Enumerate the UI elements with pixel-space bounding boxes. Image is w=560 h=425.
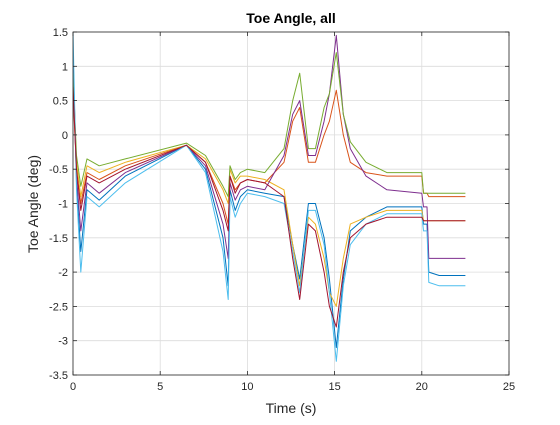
x-axis-label: Time (s) xyxy=(266,400,317,416)
x-tick-label: 0 xyxy=(70,381,76,393)
axis-ticks xyxy=(72,31,510,376)
x-tick-label: 20 xyxy=(416,381,428,393)
tick-labels: 0 5 10 15 20 25 -3.5 -3 -2.5 -2 -1.5 -1 -0.5 0 0.5 1 1.5 xyxy=(49,27,515,393)
y-axis-label: Toe Angle (deg) xyxy=(25,155,41,253)
y-tick-label: -0.5 xyxy=(49,164,68,176)
x-tick-label: 15 xyxy=(328,381,340,393)
y-tick-label: -3.5 xyxy=(49,370,68,382)
y-tick-label: 1.5 xyxy=(53,27,68,39)
y-tick-label: -2 xyxy=(58,267,68,279)
y-tick-label: -3 xyxy=(58,336,68,348)
series-line-4 xyxy=(73,34,466,259)
x-tick-label: 10 xyxy=(241,381,253,393)
y-tick-label: 1 xyxy=(62,61,68,73)
series-line-7 xyxy=(73,86,466,328)
y-tick-label: -1 xyxy=(58,199,68,211)
series-line-3 xyxy=(73,79,466,307)
series-line-2 xyxy=(73,89,466,225)
series-line-5 xyxy=(73,52,466,198)
series-line-6 xyxy=(73,32,466,362)
x-tick-label: 5 xyxy=(157,381,163,393)
chart-title: Toe Angle, all xyxy=(246,10,335,26)
y-tick-label: 0.5 xyxy=(53,96,68,108)
series-lines xyxy=(73,32,466,362)
y-tick-label: -1.5 xyxy=(49,233,68,245)
y-tick-label: -2.5 xyxy=(49,301,68,313)
x-tick-label: 25 xyxy=(503,381,515,393)
y-tick-label: 0 xyxy=(62,130,68,142)
